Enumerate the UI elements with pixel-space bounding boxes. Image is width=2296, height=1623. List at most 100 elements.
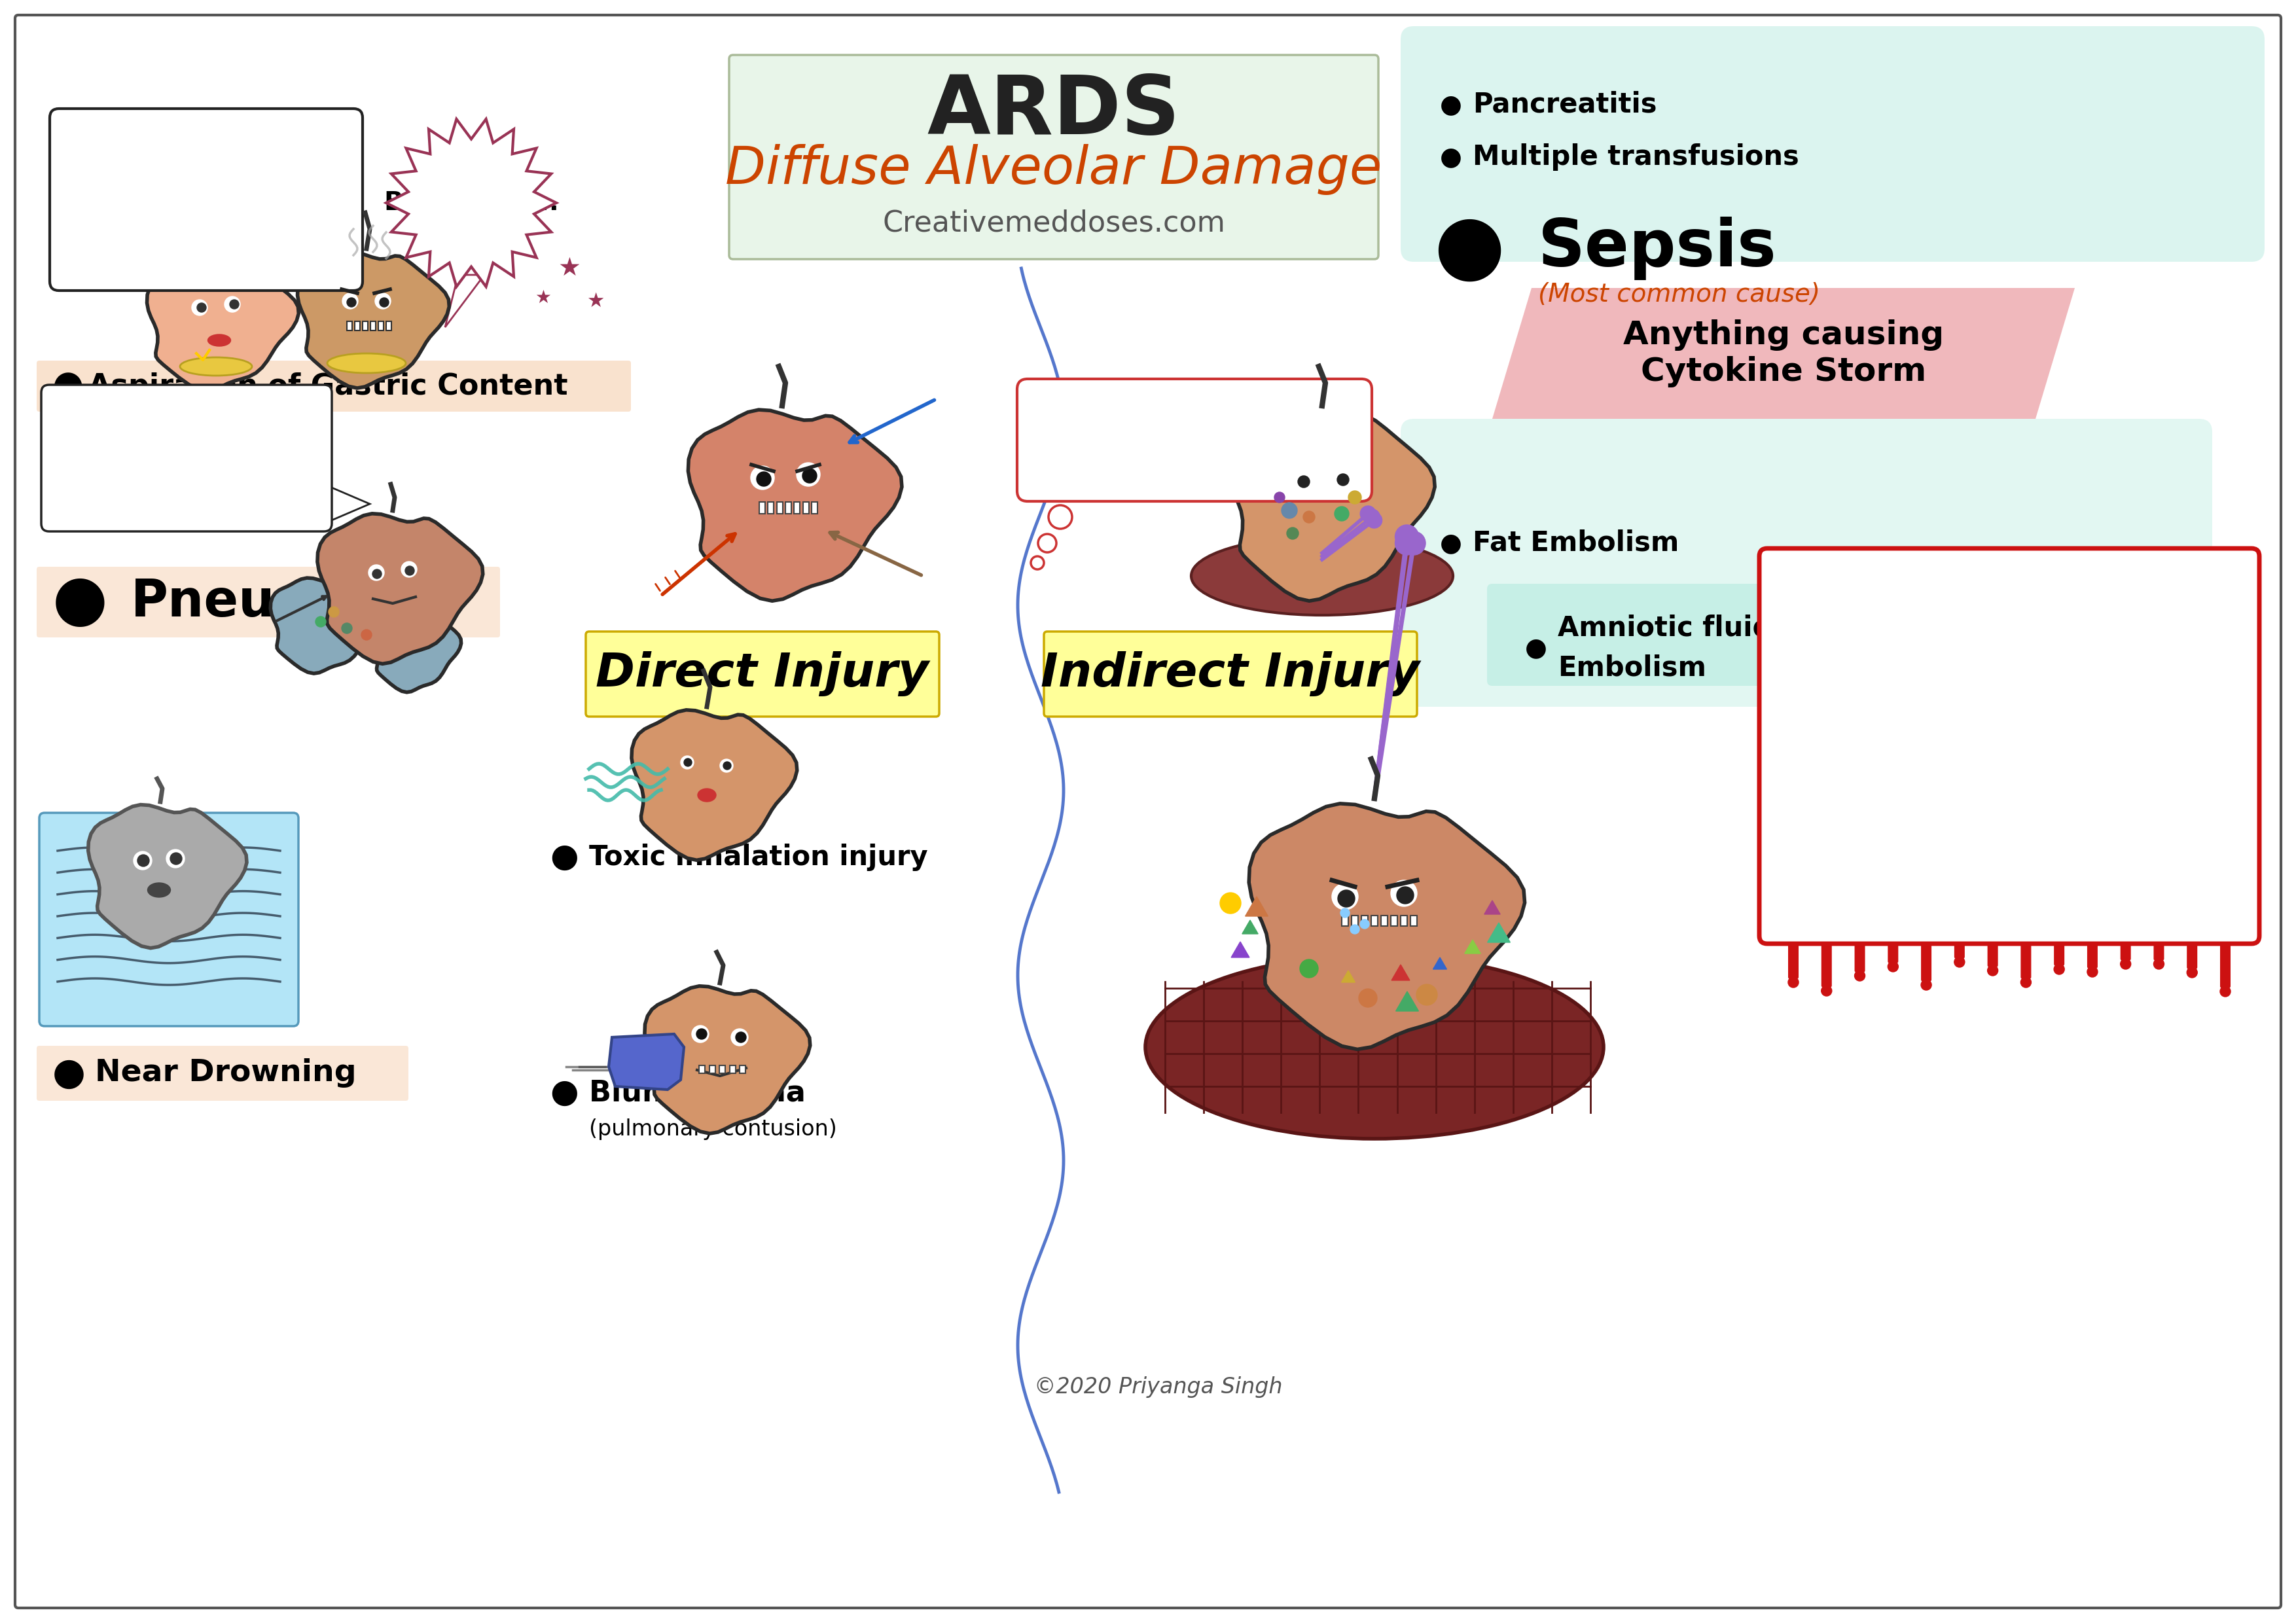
Circle shape (230, 300, 239, 308)
Bar (347, 321, 351, 331)
Circle shape (758, 472, 771, 487)
Text: Direct Injury: Direct Injury (597, 651, 930, 696)
FancyBboxPatch shape (1017, 378, 1371, 502)
Ellipse shape (179, 357, 253, 375)
Bar (379, 321, 383, 331)
Polygon shape (147, 261, 298, 391)
Circle shape (342, 623, 351, 633)
Circle shape (374, 294, 390, 308)
Ellipse shape (209, 334, 230, 346)
FancyBboxPatch shape (1789, 930, 1798, 979)
Text: How come we
have acid &
food in here ??: How come we have acid & food in here ?? (92, 154, 319, 245)
Text: Indirect Injury: Indirect Injury (1040, 651, 1419, 696)
Bar (1371, 915, 1378, 927)
Polygon shape (1396, 992, 1419, 1011)
Bar (1362, 915, 1368, 927)
Circle shape (1821, 985, 1832, 997)
Text: ●: ● (549, 842, 579, 873)
Text: Fat Embolism: Fat Embolism (1472, 529, 1678, 557)
FancyBboxPatch shape (1855, 930, 1864, 972)
Polygon shape (1341, 971, 1355, 982)
FancyBboxPatch shape (1922, 930, 1931, 982)
FancyBboxPatch shape (16, 15, 2280, 1608)
FancyBboxPatch shape (2087, 930, 2099, 969)
Circle shape (372, 570, 381, 578)
Circle shape (1219, 893, 1240, 914)
FancyBboxPatch shape (2020, 930, 2032, 979)
Polygon shape (298, 252, 450, 388)
FancyBboxPatch shape (2055, 930, 2064, 966)
Text: ●: ● (53, 368, 85, 404)
Circle shape (1274, 492, 1286, 503)
Polygon shape (271, 578, 381, 674)
Circle shape (1336, 474, 1350, 485)
Polygon shape (317, 513, 482, 664)
FancyBboxPatch shape (1401, 419, 2213, 706)
Text: ●: ● (1525, 636, 1548, 661)
Polygon shape (645, 987, 810, 1133)
Circle shape (1297, 476, 1309, 487)
Text: ●: ● (1440, 531, 1463, 555)
Circle shape (1286, 527, 1300, 539)
Polygon shape (1465, 940, 1481, 954)
Circle shape (402, 562, 418, 578)
Circle shape (1396, 531, 1419, 555)
Circle shape (797, 463, 820, 487)
Circle shape (2186, 967, 2197, 977)
Bar (785, 502, 792, 514)
Circle shape (684, 758, 691, 766)
Circle shape (2122, 959, 2131, 969)
Circle shape (1281, 503, 1297, 518)
Circle shape (2220, 987, 2229, 997)
Circle shape (404, 566, 413, 575)
Ellipse shape (698, 789, 716, 802)
Circle shape (1922, 980, 1931, 990)
Circle shape (379, 297, 388, 307)
Bar (739, 1065, 746, 1073)
Text: Pneumonia: Pneumonia (131, 578, 452, 626)
FancyBboxPatch shape (39, 813, 298, 1026)
FancyBboxPatch shape (37, 1045, 409, 1100)
Bar (804, 502, 808, 514)
Circle shape (1366, 513, 1382, 527)
Text: Blunt trauma: Blunt trauma (590, 1079, 806, 1107)
Circle shape (1359, 988, 1378, 1008)
Text: Pneumonia is
Settling in...&
Damage is inevitably
Huge.....: Pneumonia is Settling in...& Damage is i… (57, 411, 317, 506)
Polygon shape (220, 281, 264, 321)
Text: (Most common cause): (Most common cause) (1538, 282, 1821, 307)
Polygon shape (1242, 920, 1258, 933)
Bar (1391, 915, 1398, 927)
Text: Sepsis: Sepsis (1538, 217, 1777, 281)
Polygon shape (1492, 287, 2076, 419)
Circle shape (1855, 971, 1864, 980)
Polygon shape (87, 805, 246, 948)
Circle shape (1391, 880, 1417, 906)
FancyBboxPatch shape (1045, 631, 1417, 717)
Text: ©2020 Priyanga Singh: ©2020 Priyanga Singh (1033, 1376, 1283, 1397)
Text: ?!!: ?!! (230, 278, 280, 312)
Polygon shape (324, 484, 370, 524)
Text: ●: ● (1440, 144, 1463, 169)
FancyBboxPatch shape (51, 109, 363, 291)
Circle shape (1364, 510, 1380, 524)
Text: ★: ★ (558, 256, 581, 281)
Circle shape (696, 1029, 707, 1039)
FancyBboxPatch shape (1401, 26, 2264, 261)
Text: ●: ● (1440, 93, 1463, 117)
Circle shape (730, 1029, 748, 1045)
Bar (1410, 915, 1417, 927)
Text: ★: ★ (588, 292, 604, 310)
Circle shape (2055, 964, 2064, 974)
Polygon shape (386, 118, 556, 287)
Circle shape (1038, 534, 1056, 552)
Ellipse shape (147, 883, 170, 898)
Circle shape (225, 297, 241, 312)
Polygon shape (1483, 901, 1499, 914)
Polygon shape (608, 1034, 684, 1089)
Text: ARDS: ARDS (928, 71, 1180, 151)
FancyBboxPatch shape (1887, 930, 1899, 964)
Circle shape (1359, 920, 1368, 928)
Circle shape (170, 852, 181, 865)
Circle shape (1988, 966, 1998, 975)
FancyBboxPatch shape (2220, 930, 2229, 988)
